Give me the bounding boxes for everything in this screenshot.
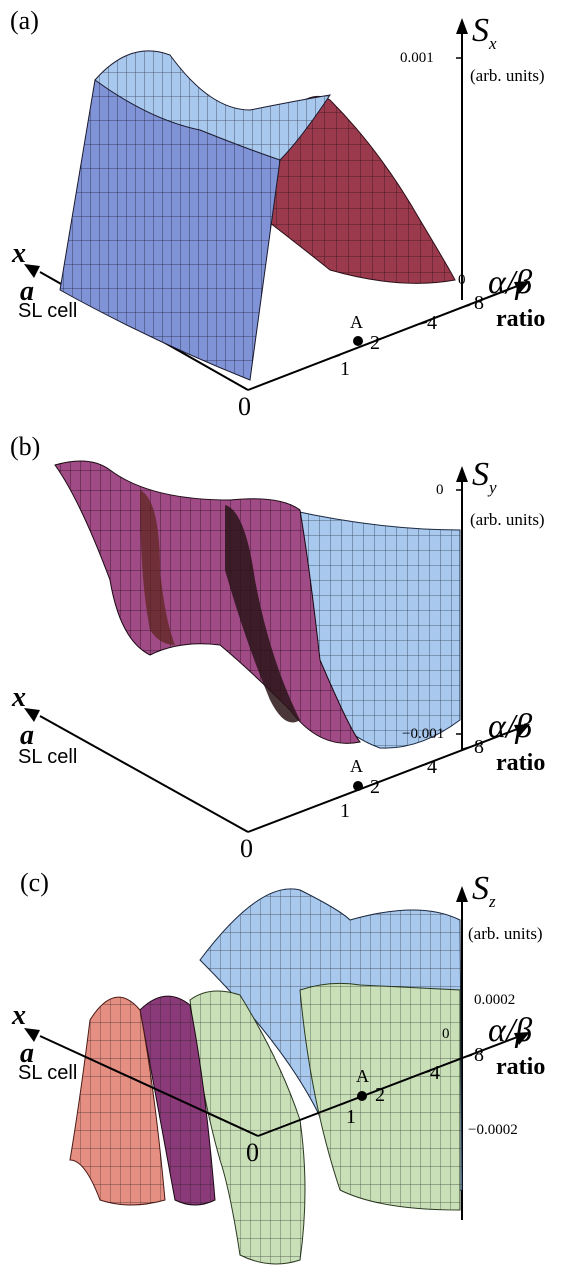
ratio-word: ratio <box>496 1054 546 1080</box>
point-label: A <box>350 312 363 332</box>
z-tick-top: 0.0002 <box>474 992 516 1008</box>
z-axis-title: Sz <box>472 870 496 911</box>
ratio-axis-title: α/β <box>488 264 533 301</box>
ratio-word: ratio <box>496 750 546 776</box>
ratio-word: ratio <box>496 306 546 332</box>
point-a-marker <box>353 336 363 346</box>
x-axis-label: x <box>12 682 26 713</box>
ratio-axis-a <box>247 284 521 391</box>
ratio-tick-1: 1 <box>346 1106 356 1128</box>
z-tick-bottom: −0.001 <box>402 726 445 742</box>
sl-cell-label: SL cell <box>18 300 78 322</box>
panel-label: (c) <box>20 868 49 897</box>
ratio-tick-4: 4 <box>427 756 437 778</box>
x-axis-label: x <box>12 1000 26 1031</box>
surface-plot-c <box>24 886 530 1265</box>
origin-label: 0 <box>246 1138 259 1167</box>
ratio-tick-1: 1 <box>340 358 350 380</box>
z-axis-units: (arb. units) <box>468 924 543 943</box>
z-axis-units: (arb. units) <box>470 510 545 529</box>
a-label: a <box>20 720 34 751</box>
panel-b: (b) Sy (arb. units) 0 −0.001 α/β ratio 1… <box>0 430 568 870</box>
ratio-tick-1: 1 <box>340 800 350 822</box>
z-axis-arrow-a <box>456 18 468 34</box>
z-axis-title: Sx <box>472 12 497 53</box>
x-axis-label: x <box>12 238 26 269</box>
z-axis-title: Sy <box>472 456 497 497</box>
z-tick-zero: 0 <box>458 272 466 288</box>
ratio-tick-2: 2 <box>370 332 380 354</box>
point-label: A <box>350 756 363 776</box>
point-label: A <box>356 1066 369 1086</box>
ratio-tick-4: 4 <box>430 1062 440 1084</box>
origin-label: 0 <box>240 834 253 863</box>
z-tick-zero: 0 <box>436 482 444 498</box>
origin-label: 0 <box>238 392 251 421</box>
ratio-tick-2: 2 <box>370 776 380 798</box>
surface-plot-b <box>24 460 530 833</box>
panel-label: (a) <box>10 6 39 35</box>
ratio-tick-2: 2 <box>375 1084 385 1106</box>
sl-cell-label: SL cell <box>18 1062 78 1084</box>
sl-cell-label: SL cell <box>18 746 78 768</box>
ratio-tick-4: 4 <box>427 312 437 334</box>
panel-label: (b) <box>10 432 41 461</box>
z-tick-bottom: −0.0002 <box>468 1122 518 1138</box>
ratio-tick-8: 8 <box>474 736 484 758</box>
z-axis-units: (arb. units) <box>470 66 545 85</box>
panel-c: (c) Sz (arb. units) 0.0002 0 −0.0002 α/β… <box>0 860 568 1288</box>
ratio-axis-title: α/β <box>488 708 533 745</box>
ratio-axis-title: α/β <box>488 1012 533 1049</box>
ratio-tick-8: 8 <box>474 292 484 314</box>
z-tick-top: 0.001 <box>400 50 434 66</box>
panel-a: (a) Sx (arb. units) 0.001 0 α/β ratio 1 … <box>0 0 568 430</box>
ratio-tick-8: 8 <box>474 1044 484 1066</box>
a-label: a <box>20 276 34 307</box>
z-tick-zero: 0 <box>442 1026 450 1042</box>
a-label: a <box>20 1038 34 1069</box>
surface-plot-a <box>24 18 530 391</box>
